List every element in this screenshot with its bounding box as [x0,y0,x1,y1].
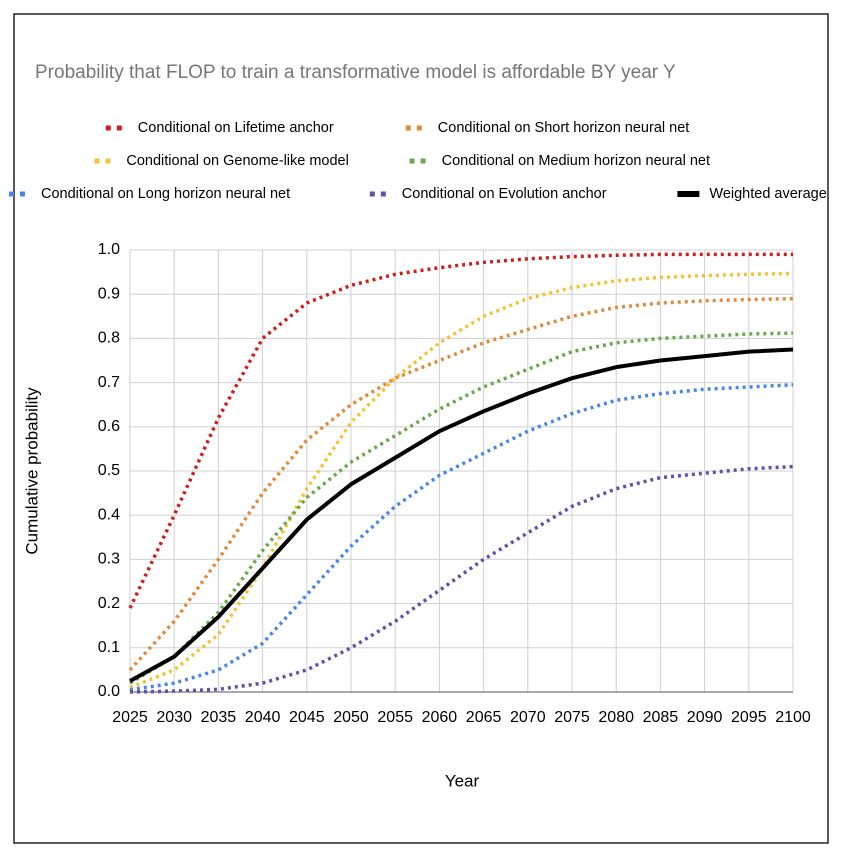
y-tick-label: 0.1 [98,639,120,656]
legend-label: Weighted average [709,186,826,202]
legend-label: Conditional on Evolution anchor [402,186,607,202]
x-tick-label: 2035 [201,709,237,726]
y-tick-label: 0.5 [98,462,120,479]
x-tick-label: 2040 [245,709,281,726]
legend-label: Conditional on Lifetime anchor [138,120,334,136]
y-axis-label: Cumulative probability [22,387,41,555]
legend-label: Conditional on Long horizon neural net [41,186,290,202]
legend-label: Conditional on Genome-like model [126,153,348,169]
y-tick-label: 0.6 [98,418,120,435]
x-tick-label: 2090 [687,709,723,726]
frame [13,13,829,844]
series-line [129,383,794,692]
y-tick-label: 0.7 [98,374,120,391]
y-tick-label: 0.9 [98,285,120,302]
y-tick-label: 0.8 [98,330,120,347]
x-tick-label: 2055 [377,709,413,726]
x-tick-label: 2045 [289,709,325,726]
x-tick-label: 2030 [156,709,192,726]
chart-title: Probability that FLOP to train a transfo… [35,62,676,83]
series-line [129,347,794,683]
x-tick-label: 2080 [598,709,634,726]
legend-label: Conditional on Short horizon neural net [438,120,690,136]
series-line [129,271,794,690]
y-tick-label: 0.3 [98,551,120,568]
x-tick-label: 2075 [554,709,590,726]
x-tick-label: 2050 [333,709,369,726]
x-axis-label: Year [445,771,480,790]
y-tick-label: 0.2 [98,595,120,612]
x-tick-label: 2095 [731,709,767,726]
legend-label: Conditional on Medium horizon neural net [442,153,710,169]
x-tick-label: 2025 [112,709,148,726]
x-tick-label: 2070 [510,709,546,726]
x-tick-label: 2100 [775,709,811,726]
x-tick-label: 2085 [643,709,679,726]
y-tick-label: 0.0 [98,683,120,700]
series-line [128,296,794,672]
x-tick-label: 2060 [422,709,458,726]
series-line [129,331,794,685]
x-tick-label: 2065 [466,709,502,726]
y-tick-label: 1.0 [98,241,120,258]
y-tick-label: 0.4 [98,506,120,523]
